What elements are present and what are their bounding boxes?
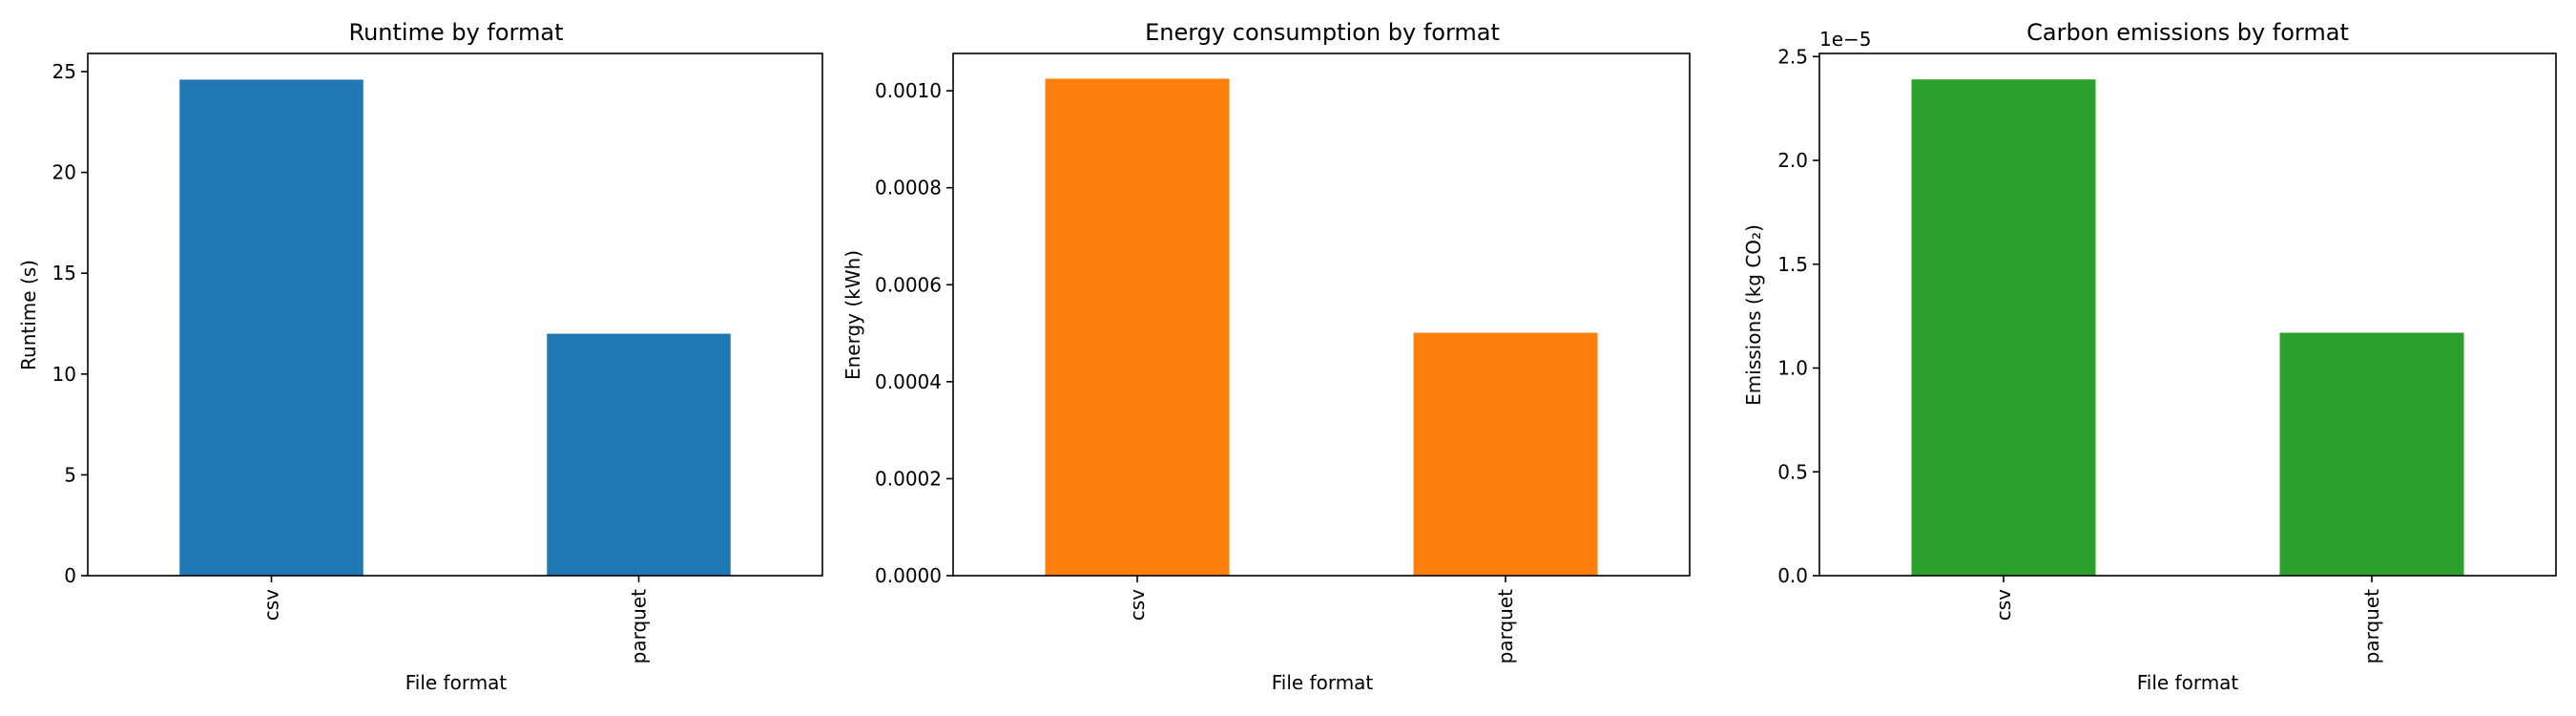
y-tick-label: 0.0 (1777, 564, 1808, 587)
y-tick-label: 10 (52, 363, 76, 386)
y-tick-label: 0.0002 (875, 467, 942, 490)
chart-title: Runtime by format (348, 19, 563, 46)
bar-csv (1045, 78, 1230, 576)
plot-area: 0.0000 0.0002 0.0004 0.0006 0.0008 0.0010 csv p… (875, 53, 1691, 663)
y-tick-label: 0 (64, 564, 76, 587)
bar-parquet (2279, 332, 2464, 576)
y-tick-label: 1.5 (1777, 253, 1808, 276)
x-tick-label: parquet (2360, 589, 2383, 663)
y-tick-label: 5 (64, 463, 76, 486)
y-axis-offset-label: 1e−5 (1819, 28, 1872, 51)
axes-frame (1818, 53, 2557, 577)
y-tick-label: 25 (52, 60, 76, 83)
bar-parquet (547, 333, 731, 576)
bar-csv (179, 79, 364, 577)
y-tick-label: 0.0004 (875, 370, 942, 393)
emissions-chart: Carbon emissions by format 0.0 0.5 1.0 1.5 2… (1742, 19, 2557, 694)
x-tick-label: parquet (1494, 589, 1517, 663)
runtime-chart: Runtime by format 0 5 10 15 20 25 csv parquet F… (17, 19, 823, 694)
plot-area: 0.0 0.5 1.0 1.5 2.0 2.5 csv parquet (1777, 45, 2557, 663)
x-tick-label: csv (260, 589, 283, 621)
axes-frame (87, 53, 823, 577)
y-axis-label: Energy (kWh) (841, 250, 864, 380)
x-tick-label: csv (1126, 589, 1149, 621)
axes-frame (952, 53, 1691, 577)
chart-title: Energy consumption by format (1145, 19, 1500, 46)
energy-chart: Energy consumption by format 0.00000.000… (841, 19, 1691, 694)
y-tick-label: 20 (52, 161, 76, 184)
plot-area: 0 5 10 15 20 25 csv parquet (52, 53, 823, 663)
y-tick-label: 2.0 (1777, 149, 1808, 172)
y-tick-label: 0.0006 (875, 273, 942, 296)
x-axis-label: File format (2137, 671, 2239, 694)
y-tick-label: 0.0000 (875, 564, 942, 587)
x-tick-label: csv (1992, 589, 2015, 621)
y-axis-label: Runtime (s) (17, 260, 40, 370)
y-tick-label: 0.0010 (875, 79, 942, 102)
bar-csv (1911, 79, 2096, 576)
y-tick-label: 0.5 (1777, 460, 1808, 483)
chart-title: Carbon emissions by format (2026, 19, 2349, 46)
x-tick-label: parquet (628, 589, 651, 663)
y-tick-label: 1.0 (1777, 357, 1808, 380)
y-axis-label: Emissions (kg CO₂) (1742, 224, 1765, 406)
y-tick-label: 2.5 (1777, 45, 1808, 68)
x-axis-label: File format (405, 671, 508, 694)
y-tick-label: 0.0008 (875, 177, 942, 200)
x-axis-label: File format (1272, 671, 1374, 694)
bar-parquet (1413, 332, 1598, 576)
y-tick-label: 15 (52, 262, 76, 284)
